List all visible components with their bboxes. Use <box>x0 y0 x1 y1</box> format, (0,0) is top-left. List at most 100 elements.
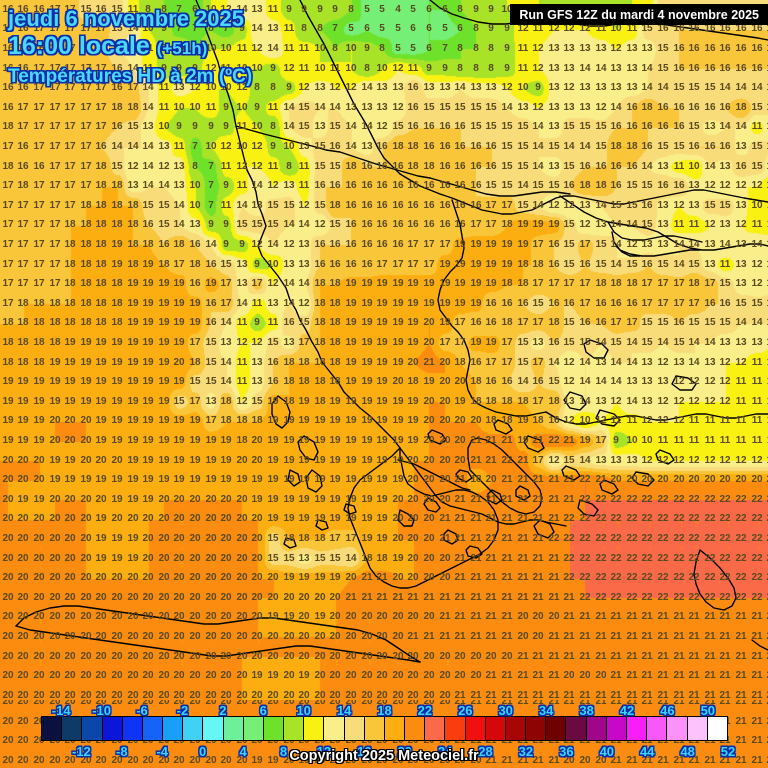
temperature-map[interactable]: 16 16 16 17 17 15 16 15 11 8 8 7 6 10 12 14 13 11 9 9 9 9 8 5 5 4… <box>0 0 768 700</box>
grid-temperature-value: 16 <box>719 23 731 34</box>
grid-temperature-value: 12 <box>657 415 669 426</box>
grid-temperature-value: 20 <box>111 755 123 766</box>
grid-temperature-value: 11 <box>158 102 170 113</box>
grid-temperature-value: 20 <box>2 572 14 583</box>
grid-temperature-value: 18 <box>2 161 14 172</box>
grid-temperature-value: 12 <box>688 396 700 407</box>
grid-temperature-value: 16 <box>704 298 716 309</box>
grid-temperature-value: 21 <box>719 690 731 701</box>
grid-temperature-value: 20 <box>439 396 451 407</box>
grid-temperature-value: 12 <box>205 63 217 74</box>
grid-temperature-value: 16 <box>407 121 419 132</box>
grid-temperature-value: 21 <box>626 651 638 662</box>
grid-temperature-value: 20 <box>407 533 419 544</box>
grid-temperature-value: 16 <box>470 317 482 328</box>
grid-temperature-value: 19 <box>49 474 61 485</box>
grid-temperature-value: 21 <box>751 690 763 701</box>
grid-temperature-value: 13 <box>298 141 310 152</box>
grid-temperature-value: 18 <box>283 396 295 407</box>
grid-temperature-value: 22 <box>610 494 622 505</box>
grid-temperature-value: 20 <box>407 755 419 766</box>
grid-temperature-value: 16 <box>548 337 560 348</box>
grid-temperature-value: 21 <box>454 513 466 524</box>
grid-temperature-value: 16 <box>376 141 388 152</box>
grid-temperature-value: 20 <box>423 533 435 544</box>
grid-temperature-value: 16 <box>392 239 404 250</box>
grid-temperature-value: 19 <box>376 513 388 524</box>
grid-temperature-value: 14 <box>532 161 544 172</box>
grid-temperature-value: 16 <box>439 200 451 211</box>
grid-temperature-value: 18 <box>95 278 107 289</box>
grid-temperature-value: 21 <box>517 513 529 524</box>
grid-temperature-value: 19 <box>173 455 185 466</box>
grid-temperature-value: 12 <box>517 23 529 34</box>
grid-temperature-value: 16 <box>735 43 747 54</box>
grid-temperature-value: 20 <box>439 690 451 701</box>
grid-temperature-value: 22 <box>626 592 638 603</box>
grid-temperature-value: 13 <box>470 82 482 93</box>
grid-temperature-value: 20 <box>423 513 435 524</box>
grid-temperature-value: 18 <box>80 278 92 289</box>
grid-temperature-value: 21 <box>735 670 747 681</box>
grid-temperature-value: 19 <box>314 513 326 524</box>
grid-temperature-value: 20 <box>173 631 185 642</box>
grid-temperature-value: 15 <box>392 121 404 132</box>
grid-temperature-value: 19 <box>376 317 388 328</box>
grid-temperature-value: 18 <box>95 161 107 172</box>
grid-temperature-value: 20 <box>329 611 341 622</box>
grid-temperature-value: 21 <box>719 611 731 622</box>
grid-temperature-value: 20 <box>205 651 217 662</box>
grid-temperature-value: 21 <box>766 756 768 766</box>
grid-temperature-value: 20 <box>158 631 170 642</box>
grid-temperature-value: 21 <box>704 651 716 662</box>
grid-temperature-value: 11 <box>236 43 248 54</box>
grid-temperature-value: 21 <box>501 435 513 446</box>
grid-temperature-value: 21 <box>579 700 591 707</box>
grid-temperature-value: 8 <box>364 63 370 74</box>
grid-temperature-value: 19 <box>298 494 310 505</box>
grid-temperature-value: 18 <box>314 337 326 348</box>
grid-temperature-value: 20 <box>2 651 14 662</box>
grid-temperature-value: 17 <box>64 43 76 54</box>
legend-tick-bottom: 36 <box>559 744 574 759</box>
grid-temperature-value: 17 <box>64 141 76 152</box>
grid-temperature-value: 11 <box>735 396 747 407</box>
grid-temperature-value: 12 <box>673 415 685 426</box>
color-scale-bar[interactable] <box>41 716 728 741</box>
grid-temperature-value: 16 <box>626 102 638 113</box>
grid-temperature-value: 10 <box>189 180 201 191</box>
grid-temperature-value: 16 <box>470 161 482 172</box>
grid-temperature-value: 21 <box>735 651 747 662</box>
grid-temperature-value: 21 <box>423 631 435 642</box>
grid-temperature-value: 19 <box>267 670 279 681</box>
grid-temperature-value: 17 <box>485 357 497 368</box>
grid-temperature-value: 19 <box>158 455 170 466</box>
grid-temperature-value: 20 <box>95 455 107 466</box>
grid-temperature-value: 8 <box>192 161 198 172</box>
grid-temperature-value: 11 <box>751 376 763 387</box>
grid-temperature-value: 20 <box>173 357 185 368</box>
grid-temperature-value: 20 <box>95 572 107 583</box>
grid-temperature-value: 19 <box>361 278 373 289</box>
grid-temperature-value: 22 <box>657 592 669 603</box>
grid-temperature-value: 9 <box>473 4 479 15</box>
grid-temperature-value: 14 <box>735 317 747 328</box>
grid-temperature-value: 17 <box>49 259 61 270</box>
grid-temperature-value: 18 <box>376 553 388 564</box>
grid-temperature-value: 9 <box>442 63 448 74</box>
grid-temperature-value: 13 <box>688 180 700 191</box>
grid-temperature-value: 19 <box>345 317 357 328</box>
grid-temperature-value: 18 <box>314 533 326 544</box>
grid-temperature-value: 11 <box>236 376 248 387</box>
color-swatch <box>183 717 204 740</box>
grid-temperature-value: 20 <box>95 755 107 766</box>
grid-temperature-value: 15 <box>532 180 544 191</box>
grid-temperature-value: 16 <box>439 121 451 132</box>
grid-temperature-value: 20 <box>626 474 638 485</box>
grid-temperature-value: 20 <box>142 553 154 564</box>
grid-temperature-value: 19 <box>127 357 139 368</box>
grid-temperature-value: 16 <box>704 43 716 54</box>
grid-temperature-value: 11 <box>517 43 529 54</box>
grid-temperature-value: 12 <box>719 357 731 368</box>
grid-temperature-value: 15 <box>298 317 310 328</box>
